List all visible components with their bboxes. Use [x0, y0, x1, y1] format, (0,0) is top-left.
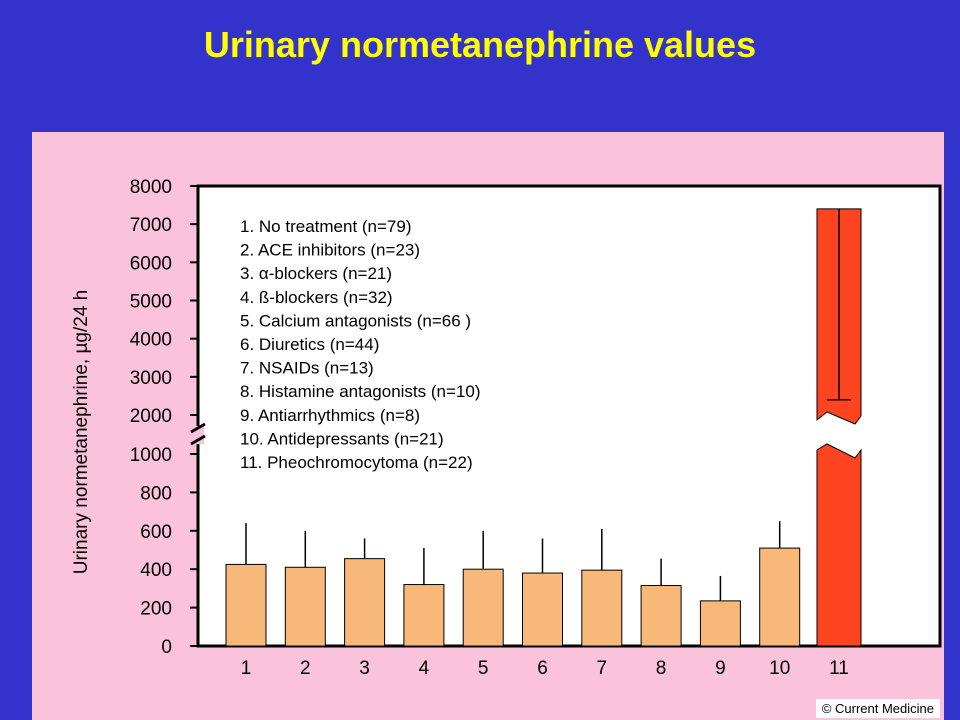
- bar-8: [640, 585, 682, 647]
- x-tick-label: 9: [715, 658, 726, 679]
- x-tick-label: 3: [359, 658, 370, 679]
- bar-10: [759, 547, 801, 647]
- x-tick-label: 2: [300, 658, 311, 679]
- bar-4: [403, 584, 445, 647]
- x-tick-label: 5: [478, 658, 489, 679]
- legend-entry: 1. No treatment (n=79): [240, 217, 412, 236]
- x-tick-label: 7: [597, 658, 608, 679]
- y-tick-label: 8000: [130, 177, 172, 198]
- y-tick-label: 5000: [130, 292, 172, 313]
- legend-entry: 11. Pheochromocytoma (n=22): [240, 453, 473, 472]
- x-tick-label: 10: [769, 658, 790, 679]
- bar-11-lower: [816, 443, 862, 647]
- x-tick-label: 6: [537, 658, 548, 679]
- figure-panel: 0 200 400 600 800 1000 2000 3000 4000 5000 6000 700…: [32, 132, 944, 720]
- y-tick-label: 600: [140, 522, 172, 543]
- x-tick-label: 1: [241, 658, 252, 679]
- credit-label: © Current Medicine: [815, 699, 940, 718]
- bar-5: [462, 568, 504, 647]
- y-tick-label: 0: [161, 637, 172, 658]
- y-axis-break-mark-upper: [190, 422, 206, 434]
- legend-entry: 8. Histamine antagonists (n=10): [240, 382, 481, 401]
- bar-6: [522, 572, 563, 647]
- y-tick-label: 1000: [130, 445, 172, 466]
- y-axis-break: [190, 422, 206, 446]
- y-tick-label: 2000: [130, 406, 172, 427]
- slide-title: Urinary normetanephrine values: [203, 24, 757, 65]
- y-tick-label: 3000: [130, 368, 172, 389]
- legend-entry: 10. Antidepressants (n=21): [240, 429, 444, 448]
- y-axis-label: Urinary normetanephrine, µg/24 h: [71, 290, 92, 575]
- y-tick-label: 400: [140, 560, 172, 581]
- legend-entry: 7. NSAIDs (n=13): [240, 359, 374, 378]
- y-tick-label: 4000: [130, 330, 172, 351]
- legend-entry: 3. α-blockers (n=21): [240, 264, 392, 283]
- bar-1: [225, 563, 267, 647]
- y-tick-label: 6000: [130, 253, 172, 274]
- x-tick-label: 8: [656, 658, 667, 679]
- legend-entry: 5. Calcium antagonists (n=66 ): [240, 311, 471, 330]
- bar-3: [344, 558, 386, 647]
- y-tick-label: 7000: [130, 215, 172, 236]
- legend-entry: 2. ACE inhibitors (n=23): [240, 241, 420, 260]
- bar-7: [581, 569, 623, 647]
- x-tick-label: 4: [419, 658, 430, 679]
- y-axis-break-mark-lower: [190, 434, 206, 446]
- bar-9: [699, 600, 741, 647]
- legend-entry: 6. Diuretics (n=44): [240, 335, 379, 354]
- bar-2: [284, 566, 326, 647]
- bar-chart: 0 200 400 600 800 1000 2000 3000 4000 5000 6000 700…: [71, 177, 942, 679]
- y-tick-label: 200: [140, 599, 172, 620]
- legend-entry: 4. ß-blockers (n=32): [240, 288, 393, 307]
- x-tick-label: 11: [829, 658, 849, 679]
- y-tick-label: 800: [140, 483, 172, 504]
- legend-entry: 9. Antiarrhythmics (n=8): [240, 406, 420, 425]
